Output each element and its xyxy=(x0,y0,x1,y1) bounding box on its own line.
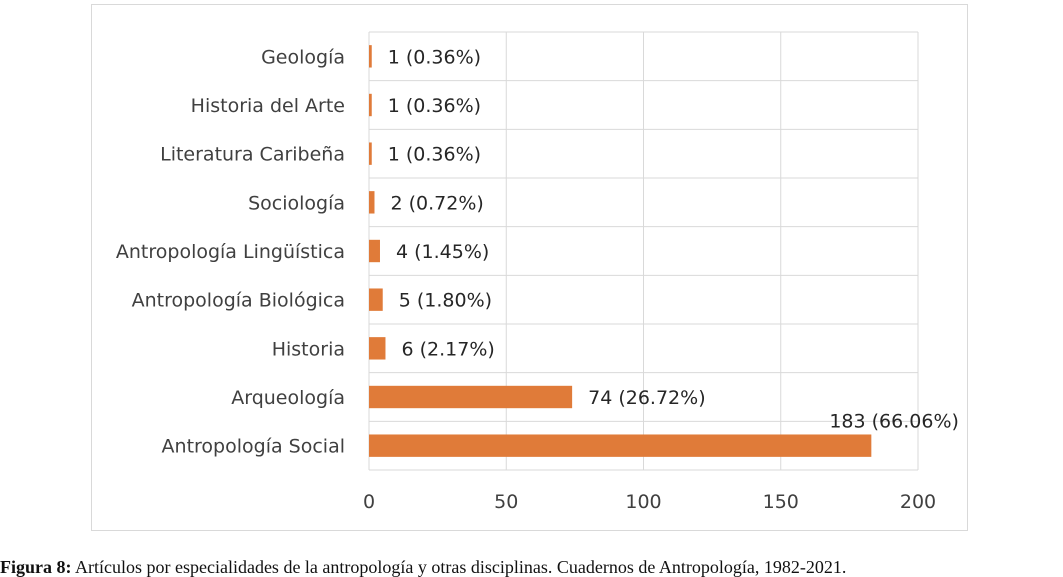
bars xyxy=(369,45,872,457)
category-label: Geología xyxy=(261,46,345,68)
bar xyxy=(369,191,375,214)
labels: 0 50 100 150 200 Geología 1 (0.36%) Historia de… xyxy=(116,46,959,513)
data-label: 5 (1.80%) xyxy=(399,290,492,312)
category-label: Historia xyxy=(272,338,345,360)
x-tick-label: 100 xyxy=(625,491,661,513)
data-label: 2 (0.72%) xyxy=(390,192,483,214)
x-tick-label: 0 xyxy=(363,491,375,513)
bar xyxy=(369,337,386,360)
bar-chart: 0 50 100 150 200 Geología 1 (0.36%) Historia de… xyxy=(116,31,959,513)
data-label: 183 (66.06%) xyxy=(829,411,959,433)
data-label: 1 (0.36%) xyxy=(388,144,481,166)
category-label: Literatura Caribeña xyxy=(160,144,345,166)
bar xyxy=(369,385,573,409)
bar xyxy=(369,142,372,165)
x-tick-label: 50 xyxy=(494,491,518,513)
category-label: Historia del Arte xyxy=(191,95,345,117)
bar xyxy=(369,45,372,68)
bar xyxy=(369,288,383,311)
category-label: Antropología Biológica xyxy=(132,290,345,312)
figure-caption-label: Figura 8: xyxy=(0,557,72,577)
x-tick-label: 200 xyxy=(900,491,936,513)
category-label: Arqueología xyxy=(231,387,345,409)
data-label: 1 (0.36%) xyxy=(388,46,481,68)
figure-caption: Figura 8: Artículos por especialidades d… xyxy=(0,557,1063,577)
data-label: 6 (2.17%) xyxy=(401,338,494,360)
bar xyxy=(369,93,372,117)
data-label: 1 (0.36%) xyxy=(388,95,481,117)
bar xyxy=(369,239,380,263)
category-label: Antropología Lingüística xyxy=(116,241,345,263)
data-label: 74 (26.72%) xyxy=(588,387,706,409)
bar xyxy=(369,434,872,457)
x-tick-label: 150 xyxy=(763,491,799,513)
category-label: Antropología Social xyxy=(162,436,345,458)
data-label: 4 (1.45%) xyxy=(396,241,489,263)
category-label: Sociología xyxy=(248,192,345,214)
figure-caption-text: Artículos por especialidades de la antro… xyxy=(71,557,847,577)
